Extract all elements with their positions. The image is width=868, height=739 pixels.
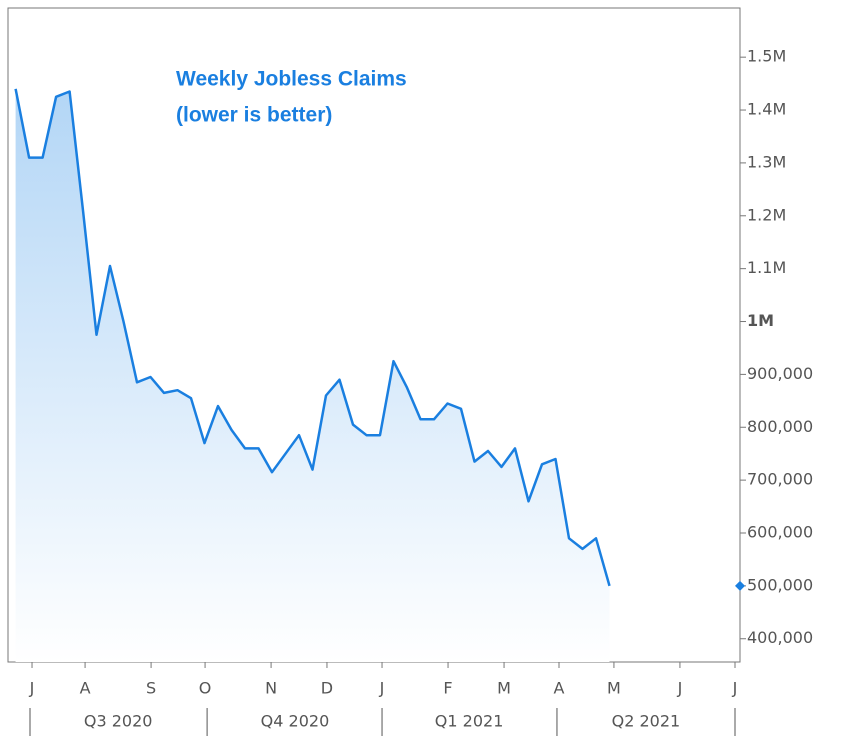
y-tick-label: 1.5M bbox=[747, 47, 786, 66]
chart-title: Weekly Jobless Claims bbox=[176, 68, 407, 91]
line bbox=[14, 88, 611, 587]
y-tick-label: 500,000 bbox=[747, 575, 813, 594]
quarter-label: Q3 2020 bbox=[84, 712, 153, 731]
x-tick-label: O bbox=[199, 679, 212, 698]
quarter-label: Q4 2020 bbox=[261, 712, 330, 731]
y-tick-label: 400,000 bbox=[747, 628, 813, 647]
y-tick-label: 800,000 bbox=[747, 417, 813, 436]
y-tick-label: 600,000 bbox=[747, 522, 813, 541]
x-tick-label: J bbox=[29, 679, 35, 698]
x-tick-label: S bbox=[146, 679, 156, 698]
x-tick-label: D bbox=[321, 679, 333, 698]
y-tick-label: 1.1M bbox=[747, 258, 786, 277]
x-tick-label: N bbox=[265, 679, 277, 698]
y-tick-label: 1.3M bbox=[747, 152, 786, 171]
x-tick-label: M bbox=[607, 679, 621, 698]
y-tick-label: 700,000 bbox=[747, 470, 813, 489]
x-tick-label: A bbox=[80, 679, 91, 698]
x-tick-label: J bbox=[379, 679, 385, 698]
y-tick-label: 1.2M bbox=[747, 205, 786, 224]
x-tick-label: F bbox=[443, 679, 452, 698]
x-tick-label: J bbox=[732, 679, 738, 698]
quarter-label: Q1 2021 bbox=[435, 712, 504, 731]
last-value-marker bbox=[735, 580, 745, 591]
y-tick-label: 900,000 bbox=[747, 364, 813, 383]
y-tick-label: 1M bbox=[747, 311, 774, 330]
x-tick-label: M bbox=[497, 679, 511, 698]
chart-subtitle: (lower is better) bbox=[176, 104, 332, 127]
x-tick-label: J bbox=[677, 679, 683, 698]
x-tick-label: A bbox=[554, 679, 565, 698]
y-tick-label: 1.4M bbox=[747, 100, 786, 119]
area bbox=[15, 88, 610, 662]
quarter-label: Q2 2021 bbox=[612, 712, 681, 731]
